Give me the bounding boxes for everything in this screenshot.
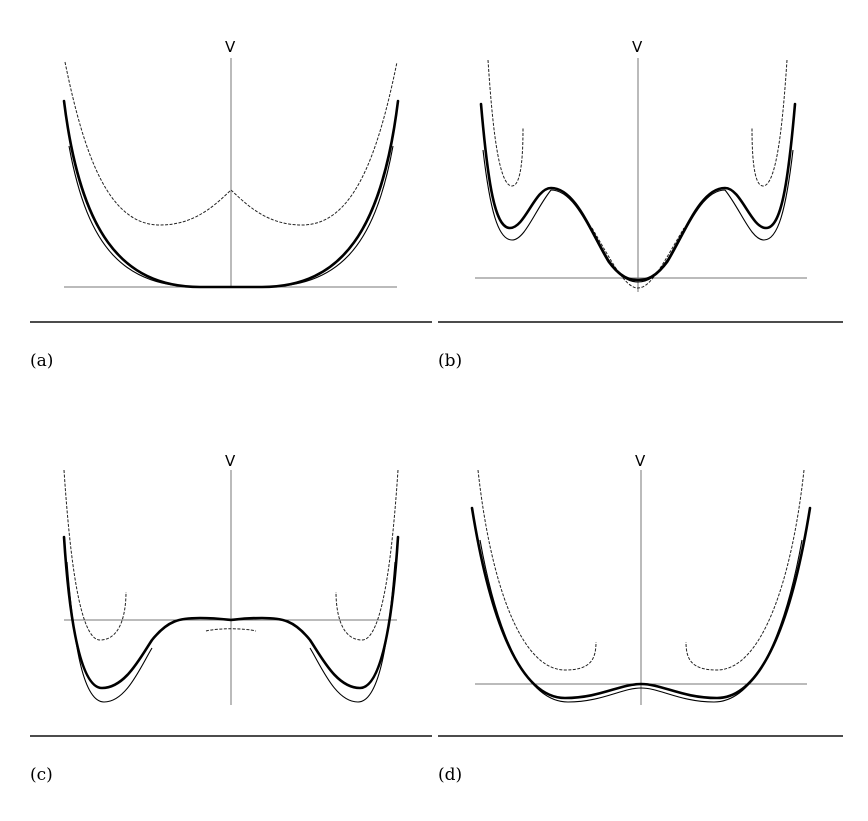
- dashed-potential-curve: [64, 61, 398, 226]
- panel-caption: (a): [30, 351, 53, 371]
- dashed-curve-left-branch: [477, 469, 597, 671]
- panel-a: V (a): [30, 38, 432, 371]
- thin-potential-curve: [479, 539, 803, 703]
- dashed-curve-right-branch: [751, 59, 788, 187]
- thin-potential-curve: [68, 145, 394, 288]
- thin-potential-curve: [66, 561, 396, 703]
- thick-potential-curve: [479, 102, 797, 282]
- dashed-curve-right-branch: [685, 469, 805, 671]
- dashed-curve-right-branch: [335, 469, 399, 641]
- panel-c: V (c): [30, 452, 432, 785]
- axis-label-v: V: [632, 38, 643, 56]
- dashed-curve-center-arc: [205, 628, 257, 632]
- axis-label-v: V: [225, 452, 236, 470]
- dashed-curve-left-branch: [487, 59, 524, 187]
- dashed-curve-left-branch: [63, 469, 127, 641]
- panel-caption: (b): [438, 351, 462, 371]
- panel-caption: (c): [30, 765, 53, 785]
- thick-potential-curve: [62, 535, 400, 690]
- thin-potential-curve: [482, 149, 794, 283]
- axis-label-v: V: [225, 38, 236, 56]
- panel-caption: (d): [438, 765, 462, 785]
- axis-label-v: V: [635, 452, 646, 470]
- panel-b: V (b): [438, 38, 843, 371]
- panel-d: V (d): [438, 452, 843, 785]
- dashed-curve-center-dip: [591, 227, 685, 289]
